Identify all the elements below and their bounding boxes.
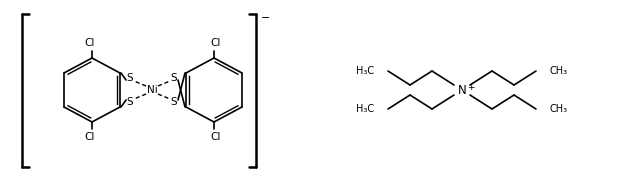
Text: Cl: Cl xyxy=(211,38,221,48)
Text: N: N xyxy=(458,83,467,96)
Text: S: S xyxy=(171,73,177,83)
Text: Cl: Cl xyxy=(85,38,95,48)
Text: H₃C: H₃C xyxy=(356,66,374,76)
Text: CH₃: CH₃ xyxy=(550,66,568,76)
Text: S: S xyxy=(127,97,133,107)
Text: S: S xyxy=(127,73,133,83)
Text: S: S xyxy=(171,97,177,107)
Text: −: − xyxy=(261,13,271,23)
Text: H₃C: H₃C xyxy=(356,104,374,114)
Text: +: + xyxy=(467,83,475,92)
Text: Cl: Cl xyxy=(211,132,221,142)
Text: Ni: Ni xyxy=(147,85,157,95)
Text: CH₃: CH₃ xyxy=(550,104,568,114)
Text: Cl: Cl xyxy=(85,132,95,142)
